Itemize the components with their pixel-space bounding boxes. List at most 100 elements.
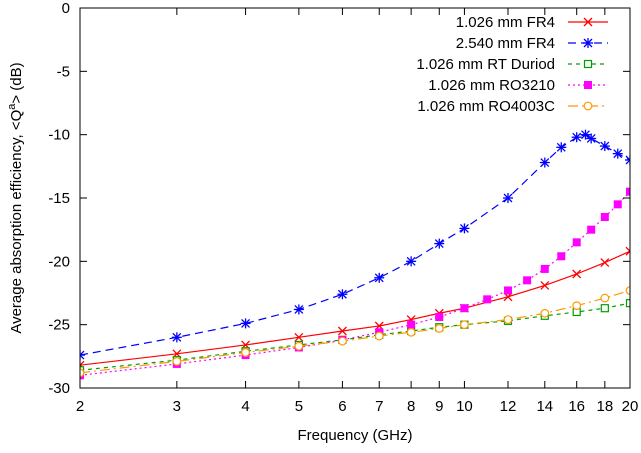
data-point	[483, 295, 492, 304]
data-point	[523, 276, 532, 285]
data-point	[406, 327, 416, 337]
data-point	[600, 213, 609, 221]
data-point	[434, 238, 445, 249]
data-point-stroke	[625, 246, 630, 253]
legend-entry: 1.026 mm FR4	[456, 14, 608, 31]
data-point-stroke	[80, 360, 85, 367]
y-tick-label: -10	[48, 127, 70, 144]
x-tick-label: 12	[500, 398, 517, 415]
y-tick-label: -30	[48, 380, 70, 397]
x-tick-label: 9	[435, 398, 443, 415]
data-point-stroke	[80, 354, 85, 360]
legend-entry: 2.540 mm FR4	[456, 35, 608, 52]
data-point	[625, 246, 630, 256]
data-point-stroke	[625, 155, 630, 161]
data-point	[571, 132, 582, 143]
y-axis-title: Average absorption efficiency, <Qa> (dB)	[6, 62, 25, 333]
data-point-stroke	[80, 350, 85, 356]
data-point	[540, 264, 549, 273]
data-point-stroke	[600, 258, 610, 268]
x-tick-label: 5	[295, 398, 303, 415]
series-layer	[80, 129, 630, 380]
data-point	[460, 304, 469, 313]
data-point-stroke	[294, 332, 304, 342]
data-point	[600, 293, 610, 303]
legend-marker	[584, 81, 592, 89]
data-point-stroke	[337, 326, 347, 336]
data-point-stroke	[625, 159, 630, 165]
data-point	[337, 289, 348, 300]
data-point	[625, 299, 630, 308]
data-point	[293, 304, 304, 315]
ticks-layer: 2 3 4 5 6 7 8 9 10 12 14 16 18 20 0 -5 -10 -15 -20 -25 -30	[48, 0, 638, 415]
data-point	[625, 155, 630, 165]
legend-entry: 1.026 mm RO3210	[428, 77, 608, 94]
data-point-stroke	[625, 250, 630, 256]
series-line	[80, 289, 630, 374]
legend-marker-stroke	[583, 17, 593, 27]
data-point	[580, 129, 591, 140]
data-point	[572, 269, 582, 279]
series-group	[80, 129, 630, 361]
data-point	[626, 187, 630, 196]
data-point	[557, 252, 566, 261]
x-tick-label: 18	[596, 398, 613, 415]
data-point	[80, 368, 85, 378]
legend: 1.026 mm FR4 2.540 mm FR4 1.026 mm RT Duri…	[416, 14, 608, 115]
data-point	[240, 318, 251, 329]
data-point	[503, 286, 512, 295]
data-point	[600, 258, 610, 268]
data-point	[374, 331, 384, 341]
y-axis-title-superscript: a	[6, 103, 18, 110]
legend-marker	[583, 17, 593, 27]
legend-label: 1.026 mm RO3210	[428, 77, 555, 94]
data-point	[556, 142, 567, 153]
data-point	[612, 148, 623, 159]
series-line	[80, 250, 630, 366]
y-axis-title-tail: > (dB)	[8, 62, 25, 103]
data-point	[172, 357, 182, 366]
data-point	[540, 280, 550, 290]
y-tick-label: -20	[48, 253, 70, 270]
data-point	[407, 320, 416, 329]
x-tick-label: 16	[568, 398, 585, 415]
data-point	[460, 320, 469, 330]
x-tick-label: 6	[338, 398, 346, 415]
x-tick-label: 3	[173, 398, 181, 415]
data-point	[625, 286, 630, 295]
x-tick-label: 2	[76, 398, 84, 415]
data-point	[434, 324, 444, 333]
data-point	[572, 301, 582, 311]
series-group	[80, 286, 630, 378]
data-point	[459, 223, 470, 234]
legend-label: 2.540 mm FR4	[456, 35, 555, 52]
x-tick-label: 4	[241, 398, 249, 415]
legend-marker	[583, 101, 593, 111]
series-line	[80, 134, 630, 356]
data-point	[241, 348, 250, 357]
x-tick-label: 14	[536, 398, 553, 415]
y-tick-label: -5	[57, 63, 70, 80]
data-point	[540, 308, 550, 318]
x-tick-label: 8	[407, 398, 415, 415]
data-point	[406, 256, 417, 267]
data-point	[572, 238, 581, 247]
y-tick-label: -25	[48, 317, 70, 334]
legend-marker	[583, 59, 593, 69]
legend-label: 1.026 mm FR4	[456, 14, 555, 31]
legend-entry: 1.026 mm RT Duriod	[416, 56, 608, 73]
data-point	[503, 315, 513, 325]
data-point-stroke	[572, 269, 582, 279]
data-point-stroke	[540, 280, 550, 290]
data-point	[502, 193, 513, 203]
x-tick-label: 10	[456, 398, 473, 415]
series-line	[80, 302, 630, 371]
legend-entry: 1.026 mm RO4003C	[417, 98, 608, 115]
x-axis-title: Frequency (GHz)	[297, 427, 412, 444]
legend-marker	[583, 38, 593, 48]
data-point	[337, 326, 347, 336]
data-point	[613, 200, 622, 209]
data-point	[80, 350, 85, 361]
